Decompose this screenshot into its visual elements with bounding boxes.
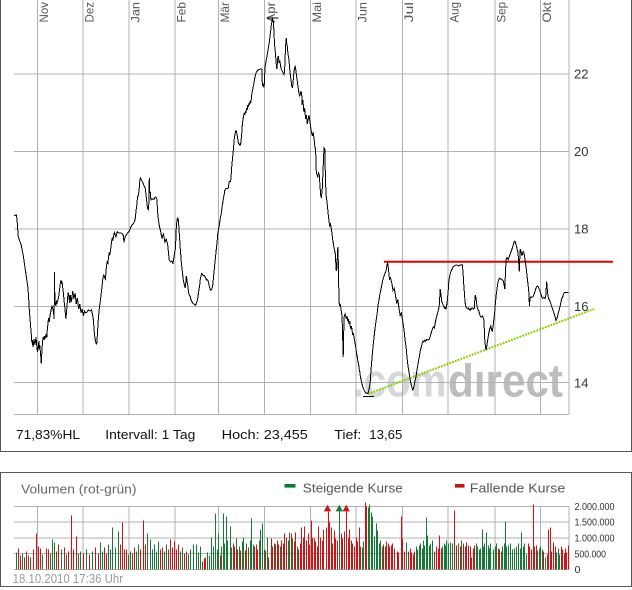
svg-text:Jan: Jan	[128, 2, 142, 23]
svg-text:18.10.2010 17:36 Uhr: 18.10.2010 17:36 Uhr	[13, 572, 124, 586]
svg-text:23,455: 23,455	[264, 427, 308, 442]
svg-text:13,65: 13,65	[369, 427, 402, 442]
svg-text:22: 22	[574, 67, 589, 82]
svg-text:Jul: Jul	[402, 2, 416, 23]
svg-text:Mär: Mär	[218, 2, 232, 23]
svg-text:Hoch:: Hoch:	[222, 427, 260, 442]
svg-text:dırect: dırect	[448, 355, 563, 407]
svg-text:71,83%HL: 71,83%HL	[16, 427, 80, 442]
svg-text:Feb: Feb	[174, 2, 188, 23]
svg-text:Jun: Jun	[356, 2, 370, 23]
svg-text:Steigende Kurse: Steigende Kurse	[303, 481, 403, 496]
svg-text:Volumen (rot-grün): Volumen (rot-grün)	[21, 482, 137, 497]
svg-text:Aug: Aug	[448, 2, 462, 23]
svg-text:.com: .com	[353, 355, 447, 407]
svg-text:2.000.000: 2.000.000	[575, 502, 615, 513]
svg-text:Okt: Okt	[540, 1, 554, 22]
svg-text:Apr: Apr	[264, 2, 278, 23]
svg-text:Nov: Nov	[37, 2, 51, 23]
svg-text:20: 20	[574, 144, 589, 159]
svg-text:16: 16	[574, 299, 589, 314]
svg-text:Intervall: 1 Tag: Intervall: 1 Tag	[105, 427, 195, 442]
svg-text:Dez: Dez	[83, 2, 97, 23]
svg-text:0: 0	[575, 565, 581, 576]
svg-text:14: 14	[574, 375, 589, 390]
svg-text:Fallende Kurse: Fallende Kurse	[470, 481, 566, 496]
svg-text:500.000: 500.000	[575, 549, 607, 560]
svg-text:Tief:: Tief:	[334, 427, 361, 442]
svg-text:Mai: Mai	[310, 2, 324, 23]
svg-text:1.500.000: 1.500.000	[575, 518, 615, 529]
svg-text:1.000.000: 1.000.000	[575, 534, 615, 545]
svg-text:Sep: Sep	[495, 2, 509, 23]
svg-text:18: 18	[574, 222, 589, 237]
